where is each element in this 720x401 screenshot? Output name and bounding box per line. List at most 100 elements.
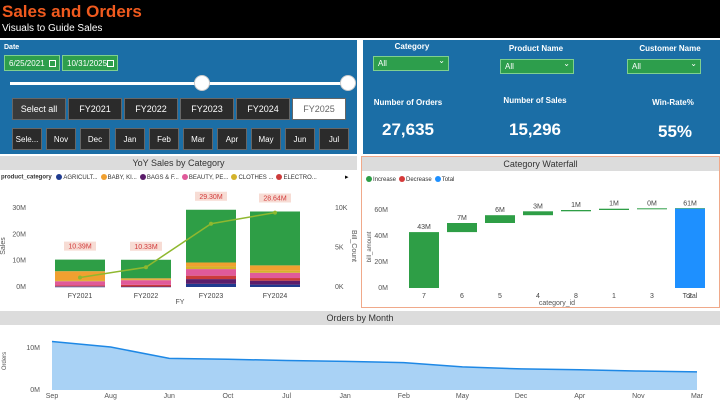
orders-plot: 10M 0M Orders Sep Aug Jun Oct Jul Jan Feb May Dec Ap… [2, 340, 704, 400]
y-tick-label: 0M [30, 387, 40, 394]
legend-item[interactable]: Increase [363, 176, 396, 183]
y2-tick-label: 5K [335, 244, 344, 251]
waterfall-title: Category Waterfall [362, 157, 719, 171]
bar-segment [121, 286, 171, 288]
bar-segment [121, 280, 171, 285]
month-button-dec[interactable]: Dec [80, 128, 110, 150]
product-dropdown[interactable]: All ⌄ [500, 59, 574, 74]
bar-segment [186, 262, 236, 267]
sales-kpi-label: Number of Sales [503, 96, 567, 105]
end-date-input[interactable]: 10/31/2025 [62, 55, 118, 71]
bar-data-label: 7M [457, 215, 467, 222]
start-date-input[interactable]: 6/25/2021 [4, 55, 60, 71]
orders-chart-title: Orders by Month [0, 311, 720, 325]
waterfall-plot: 60M40M20M0Mbill_amountcategory_id43M77M6… [367, 200, 705, 307]
month-button-sele[interactable]: Sele... [12, 128, 42, 150]
month-button-nov[interactable]: Nov [46, 128, 76, 150]
bar-segment [250, 272, 300, 279]
chevron-down-icon: ⌄ [438, 56, 445, 65]
legend-item[interactable]: BAGS & F... [137, 174, 179, 181]
x-axis-label: category_id [539, 300, 575, 307]
customer-dropdown[interactable]: All ⌄ [627, 59, 701, 74]
legend-item[interactable]: BEAUTY, PE... [179, 174, 228, 181]
y-tick-label: 10M [26, 345, 40, 352]
y-tick-label: 60M [374, 207, 388, 214]
product-dropdown-value: All [505, 62, 514, 71]
orders-kpi-label: Number of Orders [373, 98, 443, 107]
bar-segment [55, 286, 105, 288]
y-tick-label: 10M [12, 258, 26, 265]
x-tick-label: 7 [422, 293, 426, 300]
legend-next-icon[interactable]: ▸ [345, 174, 349, 181]
month-button-jan[interactable]: Jan [115, 128, 145, 150]
increase-bar [485, 215, 515, 223]
bar-segment [186, 269, 236, 276]
customer-filter-label: Customer Name [639, 44, 701, 53]
y-axis-label: Sales [0, 237, 7, 255]
bar-segment [121, 279, 171, 281]
legend-item[interactable]: CLOTHES ... [228, 174, 273, 181]
calendar-icon[interactable] [107, 60, 114, 67]
bar-segment [186, 283, 236, 287]
fy-button-fy2021[interactable]: FY2021 [68, 98, 122, 120]
category-dropdown[interactable]: All ⌄ [373, 56, 449, 71]
date-range-slider[interactable] [10, 82, 350, 85]
category-dropdown-value: All [378, 59, 387, 68]
chevron-down-icon: ⌄ [563, 59, 570, 68]
bar-segment [186, 209, 236, 263]
month-button-jun[interactable]: Jun [285, 128, 315, 150]
bar-segment [250, 265, 300, 271]
legend-item[interactable]: ELECTRO... [273, 174, 317, 181]
bar-segment [55, 285, 105, 287]
fy-button-select-all[interactable]: Select all [12, 98, 66, 120]
bar-segment [186, 266, 236, 270]
total-bar [675, 208, 705, 288]
increase-bar [409, 232, 439, 288]
x-tick-label: Mar [691, 393, 704, 400]
slider-end-handle[interactable] [340, 75, 356, 91]
month-button-may[interactable]: May [251, 128, 281, 150]
fy-button-fy2023[interactable]: FY2023 [180, 98, 234, 120]
month-button-apr[interactable]: Apr [217, 128, 247, 150]
fy-button-fy2024[interactable]: FY2024 [236, 98, 290, 120]
increase-bar [523, 211, 553, 216]
data-label-bg [195, 191, 227, 201]
legend-item[interactable]: BABY, KI... [98, 174, 137, 181]
calendar-icon[interactable] [49, 60, 56, 67]
orders-by-month-chart: Orders by Month 10M 0M Orders Sep Aug Jun Oct J… [0, 311, 720, 401]
increase-bar [675, 208, 705, 210]
x-tick-label: Dec [515, 393, 528, 400]
orders-line [51, 340, 698, 373]
month-button-feb[interactable]: Feb [149, 128, 179, 150]
bill-count-line [79, 211, 276, 279]
y-tick-label: 0M [378, 285, 388, 292]
bar-segment [250, 280, 300, 285]
chevron-down-icon: ⌄ [690, 59, 697, 68]
x-tick-label: 2 [688, 293, 692, 300]
category-waterfall-chart: Category Waterfall Increase Decrease Total… [361, 156, 720, 308]
month-button-jul[interactable]: Jul [319, 128, 349, 150]
y-tick-label: 40M [374, 233, 388, 240]
line-point [78, 275, 82, 280]
bar-segment [121, 286, 171, 287]
header: Sales and Orders Visuals to Guide Sales [0, 0, 720, 38]
month-button-mar[interactable]: Mar [183, 128, 213, 150]
legend-item[interactable]: AGRICULT... [53, 174, 98, 181]
customer-dropdown-value: All [632, 62, 641, 71]
increase-bar [447, 223, 477, 233]
x-tick-label: Sep [46, 393, 59, 400]
x-tick-label: Jul [282, 393, 291, 400]
slider-start-handle[interactable] [194, 75, 210, 91]
sales-kpi-value: 15,296 [509, 120, 561, 139]
bar-data-label: 29.30M [199, 194, 223, 201]
fy-button-fy2025[interactable]: FY2025 [292, 98, 346, 120]
x-tick-label: 1 [612, 293, 616, 300]
fy-button-fy2022[interactable]: FY2022 [124, 98, 178, 120]
x-tick-label: 3 [650, 293, 654, 300]
bar-segment [55, 281, 105, 286]
legend-item[interactable]: Decrease [396, 176, 432, 183]
data-label-bg [130, 241, 162, 251]
orders-kpi-value: 27,635 [382, 120, 434, 139]
legend-item[interactable]: Total [432, 176, 454, 183]
bar-data-label: 1M [571, 202, 581, 209]
